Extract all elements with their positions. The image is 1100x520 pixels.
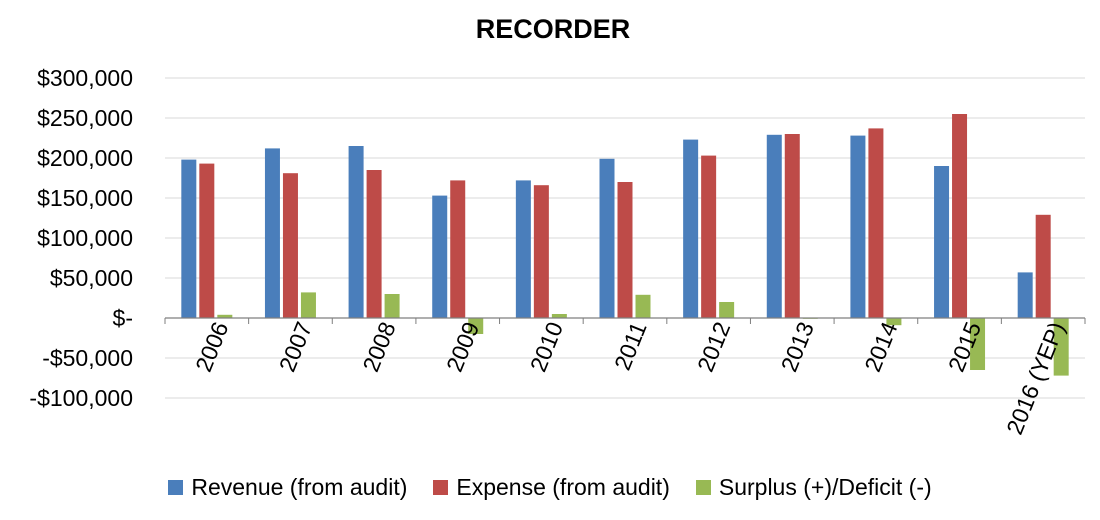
bar-1-2010 [515,180,531,318]
bar-3-2014 [886,318,902,326]
x-tick-label: 2009 [441,318,484,375]
bar-3-2016-yep- [1053,318,1069,376]
bar-2-2016-yep- [1035,214,1051,318]
y-tick-label: -$50,000 [42,345,133,371]
x-tick-label: 2006 [190,318,233,375]
bar-2-2014 [868,128,884,318]
y-tick-label: $300,000 [37,65,133,91]
bar-1-2007 [264,148,280,318]
x-axis [164,317,1086,324]
legend-label: Expense (from audit) [456,474,670,500]
x-tick-label: 2014 [859,318,902,375]
bar-3-2007 [300,292,316,318]
bar-3-2011 [635,294,651,318]
y-axis-ticks: $300,000 $250,000 $200,000 $150,000 $100,000… [29,65,133,411]
bar-2-2013 [784,134,800,318]
bar-1-2012 [683,139,699,318]
x-tick-label: 2016 (YEP) [1001,318,1070,438]
bar-2-2007 [282,173,298,318]
bar-2-2008 [366,170,382,318]
legend-swatch [433,480,449,495]
bar-3-2015 [970,318,986,370]
bar-3-2012 [719,302,735,318]
y-tick-label: $100,000 [37,225,133,251]
y-tick-label: $- [113,305,133,331]
bar-1-2016-yep- [1017,272,1033,318]
x-tick-label: 2012 [692,318,735,375]
bar-2-2006 [199,163,215,318]
x-tick-label: 2007 [274,318,317,375]
y-tick-label: $200,000 [37,145,133,171]
y-tick-label: $250,000 [37,105,133,131]
bar-1-2009 [432,195,448,318]
bar-3-2006 [217,314,233,318]
bar-3-2009 [468,318,484,334]
legend-item-2: Expense (from audit) [433,474,670,501]
x-tick-label: 2011 [609,318,652,374]
legend-swatch [695,480,711,495]
bar-2-2012 [701,155,717,318]
bar-1-2008 [348,146,364,318]
x-tick-label: 2008 [357,318,400,375]
legend: Revenue (from audit) Expense (from audit)… [0,474,1100,501]
bar-3-2010 [551,314,567,318]
bar-2-2010 [533,185,549,318]
bars [181,114,1069,376]
x-axis-ticks: 2006 2007 2008 2009 2010 2011 2012 2013 2014 2015… [190,318,1070,438]
bar-2-2015 [952,114,968,318]
bar-3-2008 [384,294,400,318]
legend-label: Surplus (+)/Deficit (-) [718,474,932,500]
legend-label: Revenue (from audit) [191,474,408,500]
y-tick-label: $150,000 [37,185,133,211]
chart-title: RECORDER [475,14,631,44]
bar-2-2009 [450,180,466,318]
bar-1-2015 [934,166,950,318]
bar-2-2011 [617,182,633,318]
bar-1-2006 [181,159,197,318]
y-tick-label: $50,000 [50,265,133,291]
bar-1-2011 [599,158,615,318]
bar-1-2013 [766,134,782,318]
x-tick-label: 2013 [776,318,819,375]
bar-1-2014 [850,135,866,318]
legend-item-1: Revenue (from audit) [168,474,407,501]
x-tick-label: 2010 [525,318,568,375]
y-tick-label: -$100,000 [29,385,133,411]
legend-item-3: Surplus (+)/Deficit (-) [695,474,932,501]
legend-swatch [168,480,184,495]
